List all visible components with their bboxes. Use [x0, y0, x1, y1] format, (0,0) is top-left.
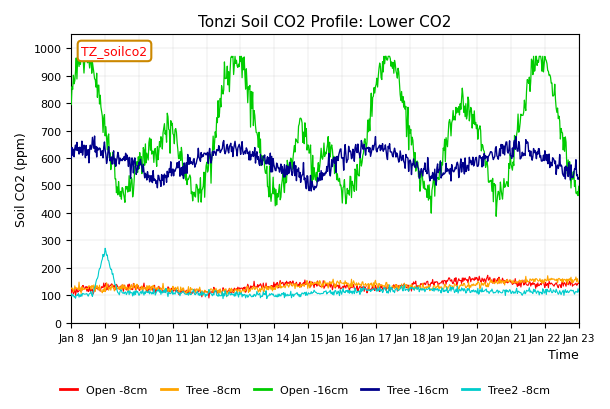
- Open -8cm: [77, 289, 84, 294]
- Tree -16cm: [388, 150, 395, 155]
- Tree2 -8cm: [77, 294, 84, 299]
- Tree2 -8cm: [101, 246, 109, 251]
- Line: Open -16cm: Open -16cm: [71, 57, 579, 217]
- Tree2 -8cm: [208, 292, 215, 297]
- Open -16cm: [402, 105, 409, 110]
- Line: Tree -16cm: Tree -16cm: [71, 137, 579, 191]
- Open -16cm: [492, 214, 500, 219]
- Open -8cm: [387, 287, 395, 292]
- Open -8cm: [181, 289, 188, 294]
- Open -8cm: [205, 296, 212, 301]
- Open -16cm: [77, 63, 84, 68]
- Tree -8cm: [544, 274, 551, 279]
- Tree2 -8cm: [220, 297, 227, 301]
- Line: Tree2 -8cm: Tree2 -8cm: [71, 249, 579, 299]
- X-axis label: Time: Time: [548, 348, 579, 361]
- Tree -8cm: [575, 280, 583, 285]
- Tree -16cm: [68, 157, 75, 162]
- Tree2 -8cm: [130, 290, 137, 294]
- Y-axis label: Soil CO2 (ppm): Soil CO2 (ppm): [15, 132, 28, 227]
- Tree -8cm: [402, 283, 409, 288]
- Tree -16cm: [181, 171, 188, 176]
- Tree -8cm: [68, 286, 75, 291]
- Tree -8cm: [129, 286, 137, 291]
- Tree -8cm: [387, 287, 395, 292]
- Tree -16cm: [403, 155, 410, 160]
- Tree -8cm: [207, 287, 215, 292]
- Tree2 -8cm: [181, 292, 188, 297]
- Text: TZ_soilco2: TZ_soilco2: [81, 45, 148, 58]
- Open -16cm: [68, 103, 75, 108]
- Tree2 -8cm: [403, 287, 410, 292]
- Open -16cm: [181, 163, 188, 168]
- Tree2 -8cm: [575, 290, 583, 294]
- Tree2 -8cm: [68, 292, 75, 297]
- Open -8cm: [68, 291, 75, 296]
- Open -8cm: [484, 273, 492, 278]
- Legend: Open -8cm, Tree -8cm, Open -16cm, Tree -16cm, Tree2 -8cm: Open -8cm, Tree -8cm, Open -16cm, Tree -…: [56, 380, 554, 399]
- Open -8cm: [129, 288, 137, 292]
- Tree -16cm: [91, 134, 98, 139]
- Title: Tonzi Soil CO2 Profile: Lower CO2: Tonzi Soil CO2 Profile: Lower CO2: [198, 15, 451, 30]
- Open -16cm: [77, 55, 85, 60]
- Open -8cm: [575, 281, 583, 286]
- Open -16cm: [208, 156, 215, 161]
- Tree -16cm: [575, 176, 583, 181]
- Tree -16cm: [77, 150, 84, 155]
- Open -16cm: [575, 184, 583, 189]
- Tree -8cm: [223, 294, 230, 299]
- Open -8cm: [208, 290, 215, 295]
- Tree -16cm: [130, 171, 137, 176]
- Open -16cm: [130, 190, 137, 195]
- Tree2 -8cm: [388, 285, 395, 290]
- Line: Tree -8cm: Tree -8cm: [71, 276, 579, 297]
- Open -16cm: [387, 65, 395, 70]
- Open -8cm: [402, 284, 409, 289]
- Tree -8cm: [77, 287, 84, 292]
- Tree -8cm: [181, 289, 188, 294]
- Tree -16cm: [307, 189, 315, 194]
- Line: Open -8cm: Open -8cm: [71, 276, 579, 298]
- Tree -16cm: [208, 157, 215, 162]
